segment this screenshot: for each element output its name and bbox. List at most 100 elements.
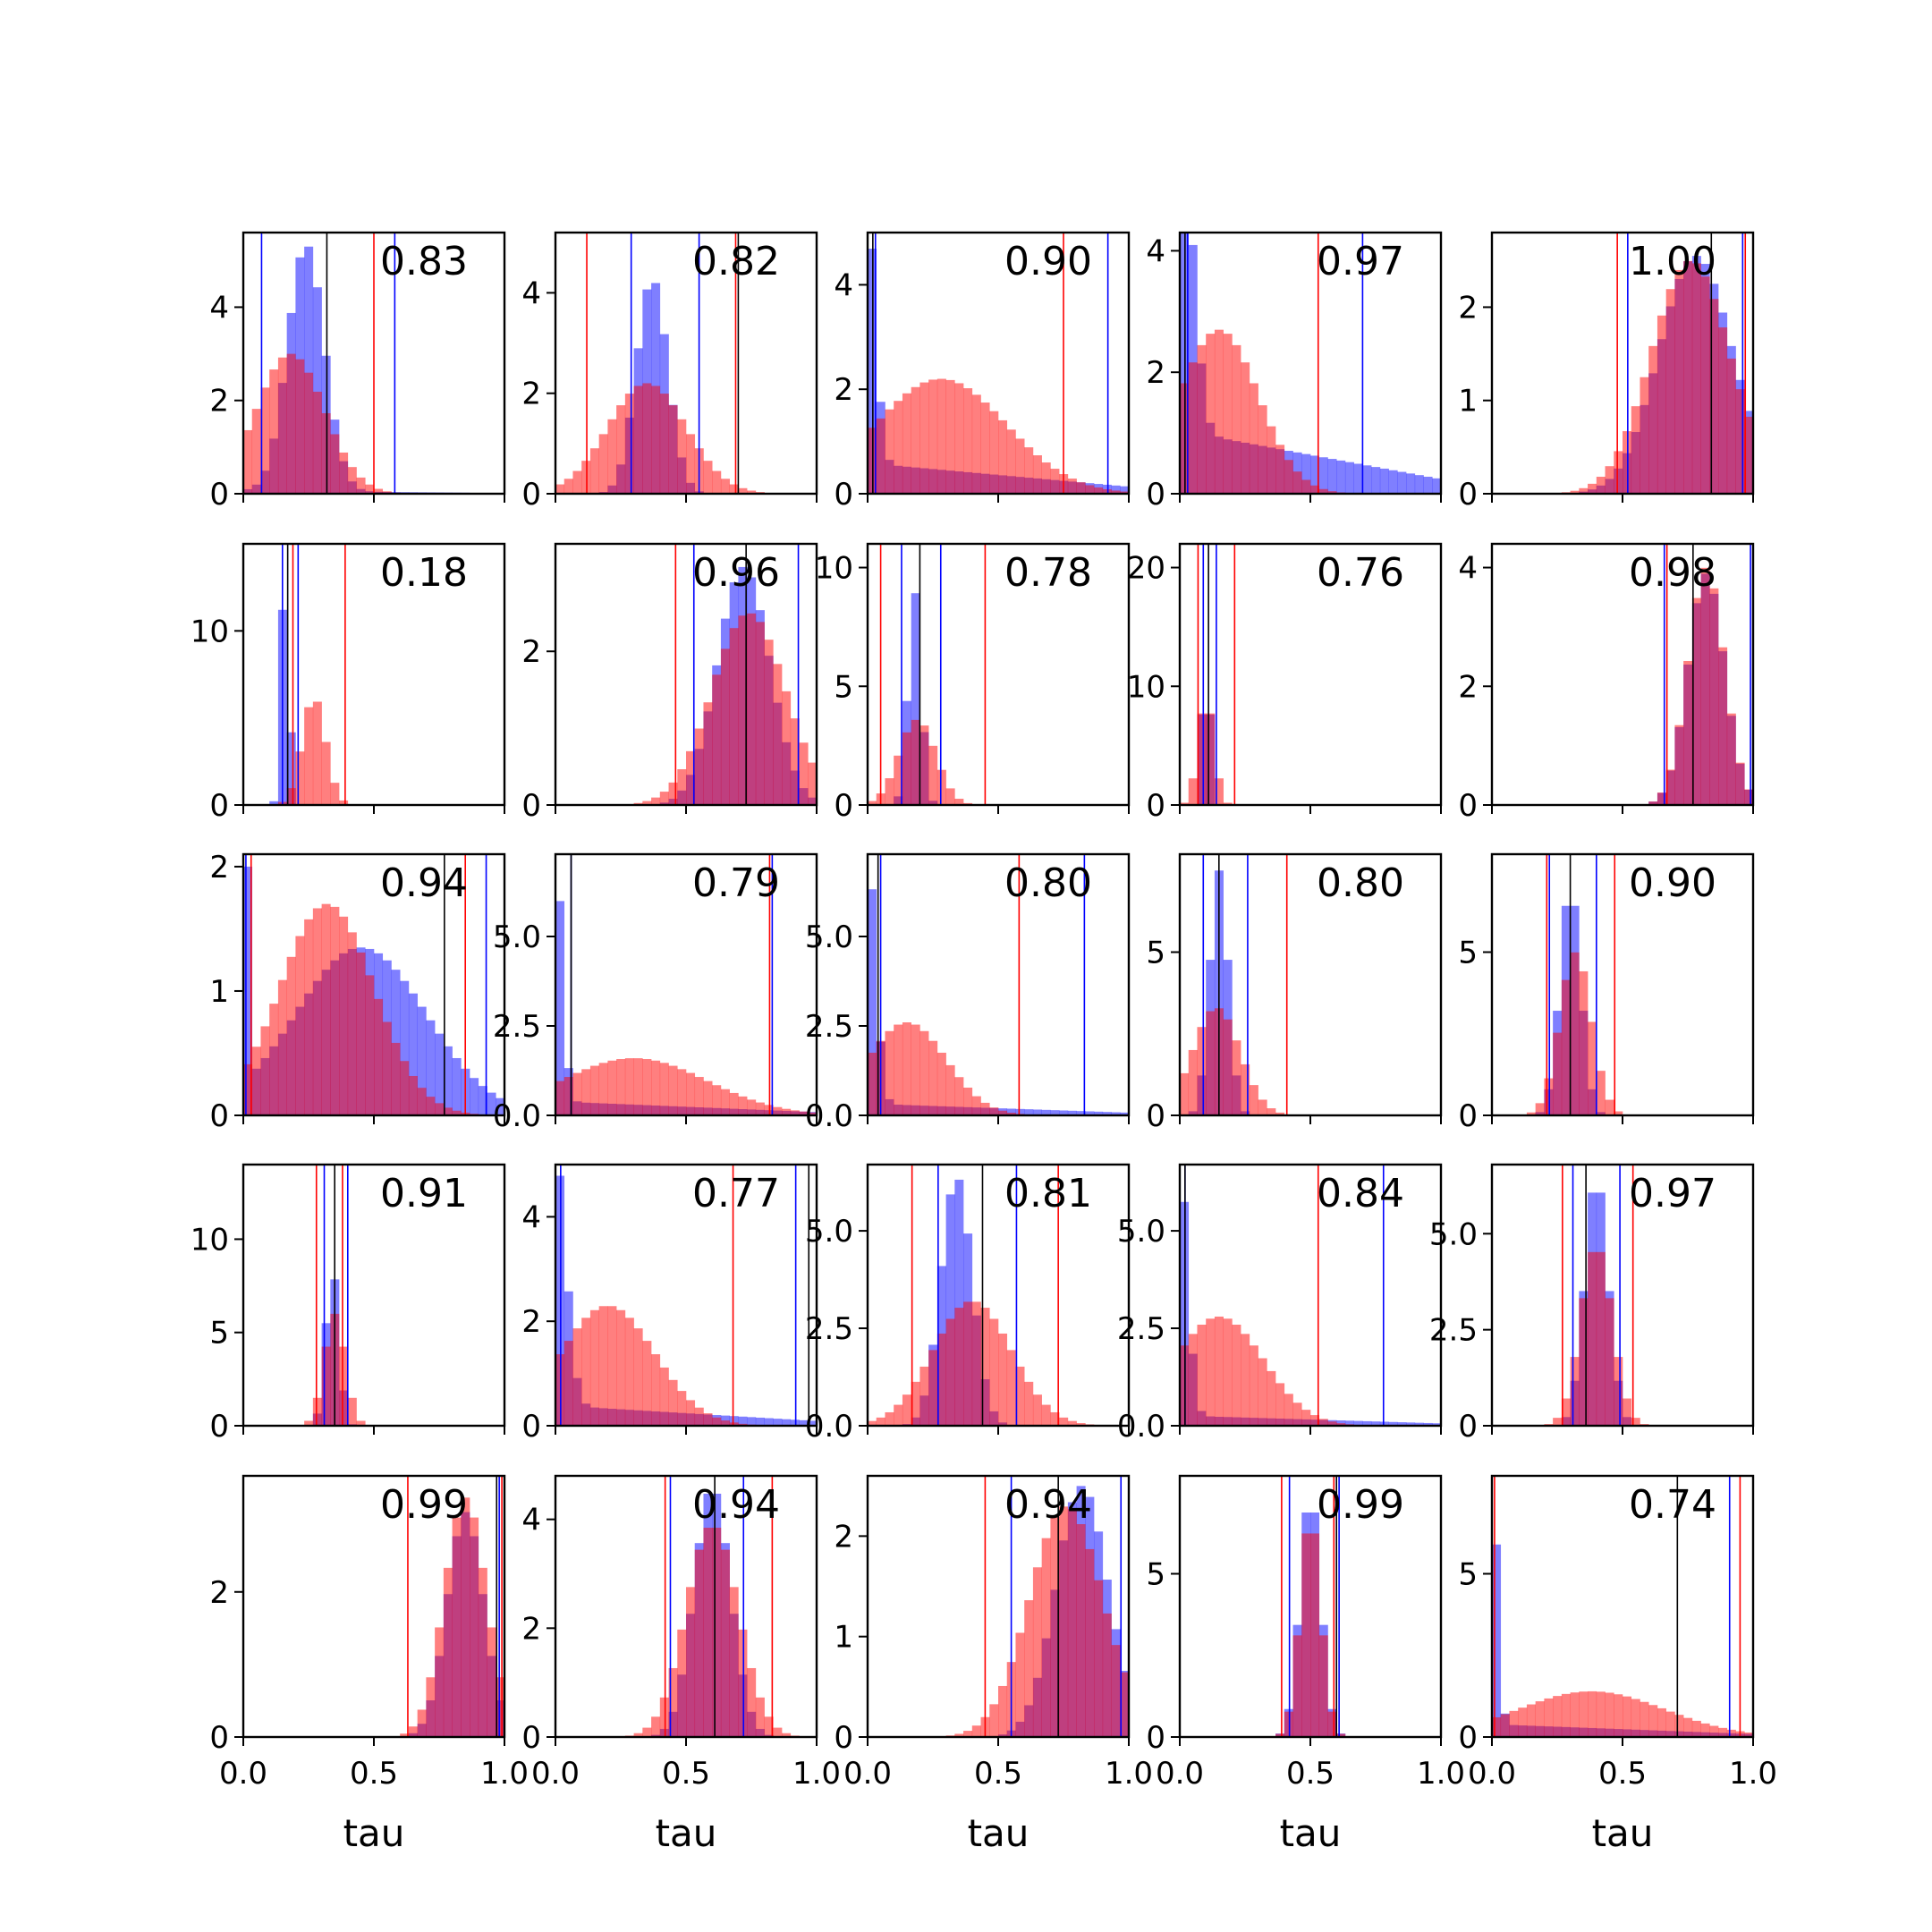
red-hist-bar — [1076, 1423, 1086, 1426]
blue-hist-bar — [868, 249, 877, 494]
red-hist-bar — [642, 1727, 652, 1737]
red-hist-bar — [304, 919, 314, 1115]
x-tick-label: 0.5 — [974, 1756, 1022, 1792]
red-hist-bar — [1015, 438, 1025, 494]
y-tick-label: 0 — [1146, 477, 1165, 513]
x-tick-label: 0.0 — [843, 1756, 892, 1792]
red-hist-bar — [1327, 1421, 1337, 1426]
red-hist-bar — [391, 1042, 401, 1115]
red-hist-bar — [1006, 1350, 1016, 1426]
blue-hist-bar — [1180, 233, 1190, 494]
red-hist-bar — [1579, 970, 1589, 1115]
red-hist-bar — [1301, 1410, 1311, 1426]
red-hist-bar — [971, 1725, 981, 1737]
red-hist-bar — [1180, 1072, 1190, 1115]
red-hist-bar — [928, 379, 938, 494]
red-hist-bar — [712, 1528, 722, 1737]
y-tick-label: 0 — [834, 788, 853, 824]
red-hist-bar — [1180, 383, 1190, 494]
red-hist-bar — [894, 755, 903, 805]
red-hist-bar — [417, 1088, 427, 1115]
red-hist-bar — [677, 419, 687, 494]
red-hist-bar — [911, 1024, 920, 1115]
red-hist-bar — [963, 1087, 973, 1115]
red-hist-bar — [703, 702, 713, 805]
red-hist-bar — [773, 1106, 783, 1115]
x-tick-label: 0.5 — [1598, 1756, 1647, 1792]
red-hist-bar — [277, 979, 287, 1115]
red-hist-bar — [312, 391, 322, 494]
blue-hist-bar — [1423, 1422, 1433, 1426]
red-hist-bar — [1318, 1635, 1328, 1737]
x-tick-label: 1.0 — [792, 1756, 841, 1792]
red-hist-bar — [1640, 1701, 1649, 1737]
panel-2-1: 0.18 0 10 — [191, 542, 506, 824]
red-hist-bar — [1579, 1691, 1589, 1737]
blue-hist-bar — [1318, 457, 1328, 494]
red-hist-bar — [243, 1063, 253, 1115]
blue-hist-bar — [443, 1046, 453, 1115]
red-hist-bar — [435, 1627, 445, 1737]
red-hist-bar — [1067, 479, 1077, 494]
panel-annotation: 0.90 — [1629, 860, 1716, 906]
red-hist-bar — [1657, 1707, 1666, 1737]
y-tick-label: 20 — [1127, 551, 1165, 587]
red-hist-bar — [1623, 1398, 1632, 1426]
blue-hist-bar — [478, 1086, 487, 1115]
panel-3-1: 0.94 0 1 2 — [209, 850, 506, 1134]
red-hist-bar — [694, 1549, 704, 1737]
red-hist-bar — [452, 1517, 462, 1737]
red-hist-bar — [1726, 358, 1736, 494]
red-hist-bar — [954, 1308, 964, 1426]
red-hist-bar — [277, 357, 287, 494]
red-hist-bar — [1614, 1357, 1623, 1426]
red-hist-bar — [1041, 1404, 1051, 1426]
blue-hist-bar — [1492, 1544, 1502, 1737]
panel-4-5: 0.97 0 2.5 5.0 — [1429, 1163, 1755, 1445]
red-hist-bar — [374, 998, 384, 1115]
blue-hist-bar — [1050, 1110, 1060, 1115]
red-hist-bar — [365, 484, 375, 494]
red-hist-bar — [799, 742, 809, 805]
red-hist-bar — [286, 788, 296, 805]
red-hist-bar — [1535, 1103, 1545, 1115]
red-hist-bar — [782, 1733, 792, 1737]
red-hist-bar — [1188, 1334, 1198, 1426]
red-hist-bar — [321, 412, 331, 494]
red-hist-bar — [1691, 263, 1701, 494]
x-axis-label: tau — [656, 1811, 717, 1855]
red-hist-bar — [1188, 1049, 1198, 1115]
blue-hist-bar — [391, 970, 401, 1115]
red-hist-bar — [1214, 329, 1224, 494]
red-hist-bar — [651, 1716, 661, 1737]
red-hist-bar — [1258, 405, 1267, 494]
red-hist-bar — [668, 1065, 678, 1115]
red-hist-bar — [1561, 979, 1571, 1115]
y-tick-label: 0 — [521, 1409, 541, 1445]
blue-hist-bar — [1111, 1112, 1121, 1115]
red-hist-bar — [686, 1072, 696, 1115]
red-hist-bar — [1683, 260, 1693, 494]
red-hist-bar — [1310, 1415, 1320, 1426]
red-hist-bar — [1336, 1733, 1346, 1737]
plot-area — [1180, 233, 1441, 494]
red-hist-bar — [885, 409, 894, 494]
red-hist-bar — [408, 1075, 418, 1115]
red-hist-bar — [426, 1677, 436, 1737]
y-tick-label: 2 — [209, 1575, 229, 1611]
red-hist-bar — [1024, 1381, 1034, 1426]
panel-annotation: 0.90 — [1004, 239, 1092, 284]
red-hist-bar — [989, 1107, 999, 1115]
red-hist-bar — [677, 1391, 687, 1426]
y-tick-label: 1 — [1458, 384, 1478, 419]
panel-4-2: 0.77 0 2 4 — [521, 1163, 818, 1445]
y-tick-label: 10 — [1127, 669, 1165, 705]
red-hist-bar — [790, 718, 800, 805]
blue-hist-bar — [1310, 455, 1320, 494]
red-hist-bar — [755, 622, 765, 805]
red-hist-bar — [581, 1318, 591, 1426]
red-hist-bar — [1648, 345, 1658, 494]
panel-1-2: 0.82 0 2 4 — [521, 231, 818, 513]
red-hist-bar — [1614, 451, 1623, 494]
red-hist-bar — [487, 1627, 496, 1737]
